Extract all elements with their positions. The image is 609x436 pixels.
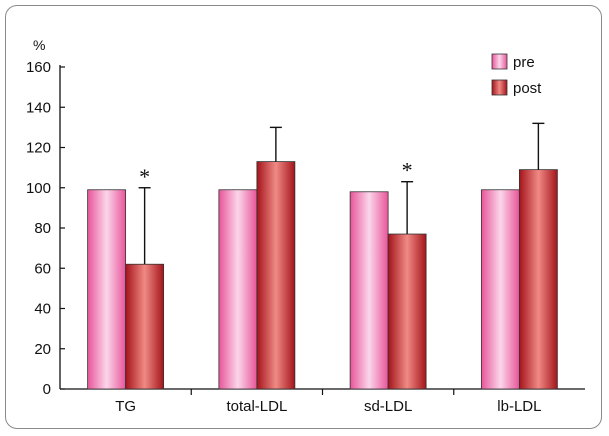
legend-swatch-post	[491, 79, 508, 96]
bar-post	[256, 161, 296, 390]
y-tick-label: 140	[26, 99, 51, 116]
x-category-label: TG	[115, 398, 136, 415]
x-category-label: total-LDL	[226, 398, 287, 415]
bar-pre	[87, 189, 127, 390]
y-tick-label: 20	[34, 341, 51, 358]
significance-marker: *	[139, 164, 150, 189]
chart-frame	[5, 5, 602, 429]
legend-label-pre: pre	[513, 54, 535, 71]
bar-pre	[218, 189, 258, 390]
y-tick-label: 80	[34, 220, 51, 237]
y-tick-label: 0	[43, 381, 51, 398]
bar-post	[387, 233, 427, 390]
bar-pre	[349, 191, 389, 390]
bar-post	[125, 263, 165, 390]
significance-marker: *	[402, 158, 413, 183]
y-tick-label: 160	[26, 59, 51, 76]
y-tick-label: 120	[26, 140, 51, 157]
bar-pre	[480, 189, 520, 390]
y-unit-label: %	[33, 37, 45, 53]
x-category-label: lb-LDL	[497, 398, 541, 415]
legend-label-post: post	[513, 80, 542, 97]
legend-swatch-pre	[491, 53, 508, 70]
y-tick-label: 40	[34, 301, 51, 318]
x-category-label: sd-LDL	[364, 398, 412, 415]
y-tick-label: 100	[26, 180, 51, 197]
y-tick-label: 60	[34, 260, 51, 277]
bar-post	[518, 169, 558, 390]
